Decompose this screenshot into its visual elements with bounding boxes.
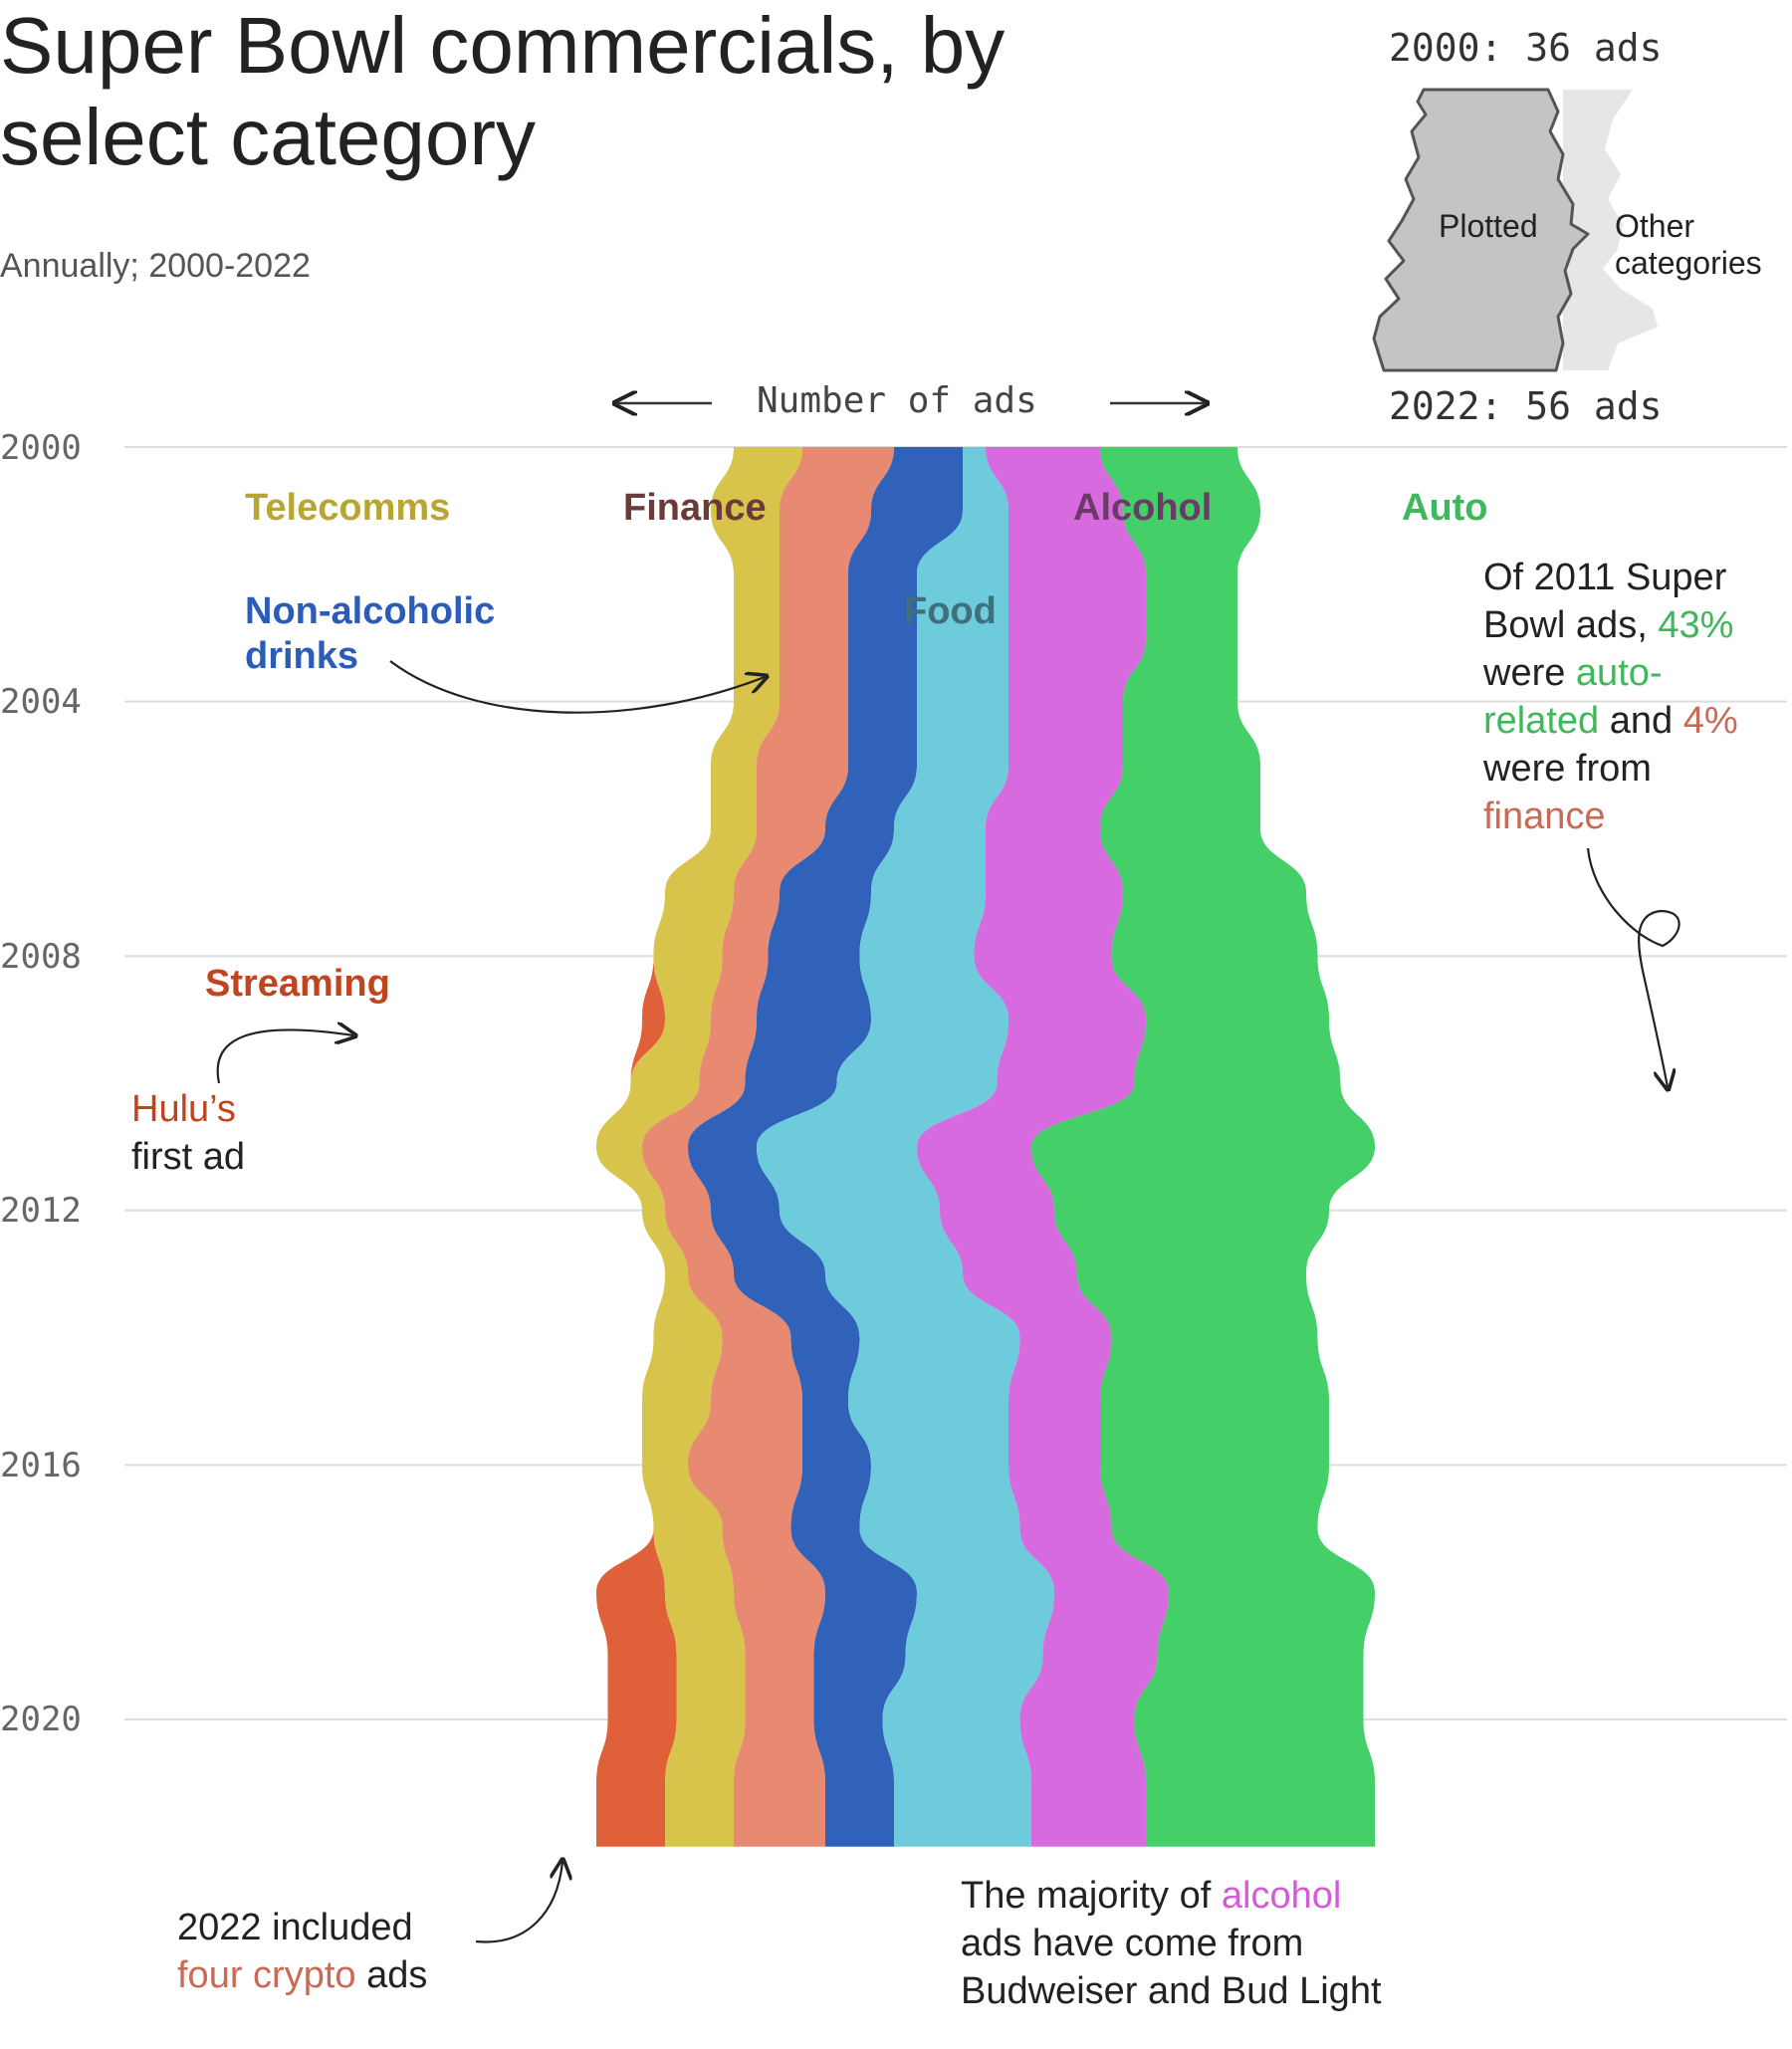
- auto-note: Of 2011 Super Bowl ads, 43% were auto- r…: [1483, 554, 1738, 840]
- stream-layer-food: [757, 447, 1054, 1847]
- y-tick-label: 2016: [0, 1446, 82, 1485]
- stream-layer-alcohol: [917, 447, 1169, 1847]
- chart-subtitle: Annually; 2000-2022: [0, 247, 311, 285]
- alcohol-label: Alcohol: [1073, 487, 1213, 529]
- hulu-note-line2: first ad: [131, 1136, 246, 1178]
- chart-title: Super Bowl commercials, by select catego…: [0, 1, 1006, 181]
- alcohol-note-text: The majority of: [961, 1875, 1222, 1917]
- alcohol-note-line: The majority of alcohol: [961, 1872, 1382, 1920]
- crypto-note-line: 2022 included: [177, 1907, 413, 1948]
- legend-other-shape: [1414, 90, 1658, 370]
- finance-label: Finance: [623, 487, 767, 529]
- nonalc-label: Non-alcoholic: [245, 590, 496, 632]
- crypto-note: 2022 included four crypto ads: [177, 1904, 427, 1999]
- auto-note-line: Of 2011 Super: [1483, 557, 1727, 598]
- auto-note-highlight: auto-: [1575, 652, 1663, 694]
- stream-layers: [596, 447, 1375, 1847]
- hulu-arrow-icon: [216, 1029, 353, 1084]
- y-tick-label: 2020: [0, 1700, 82, 1739]
- alcohol-note-line: Budweiser and Bud Light: [961, 1970, 1382, 2012]
- y-tick-label: 2004: [0, 682, 82, 722]
- x-axis-label: Number of ads: [757, 380, 1037, 421]
- telecomms-label: Telecomms: [245, 487, 451, 529]
- streaming-label: Streaming: [205, 963, 390, 1005]
- auto-note-highlight: 4%: [1682, 700, 1738, 742]
- auto-note-text: Bowl ads,: [1483, 604, 1659, 646]
- stream-layer-telecomms: [596, 447, 802, 1847]
- crypto-note-line: four crypto ads: [177, 1951, 427, 1999]
- food-label: Food: [904, 590, 997, 632]
- auto-note-line: were from: [1483, 748, 1652, 790]
- y-tick-label: 2008: [0, 937, 82, 977]
- auto-note-text: and: [1599, 700, 1683, 742]
- stream-layer-finance: [642, 447, 894, 1847]
- legend-plotted-label: Plotted: [1439, 208, 1538, 244]
- alcohol-note-highlight: alcohol: [1221, 1875, 1342, 1917]
- y-tick-label: 2000: [0, 428, 82, 468]
- auto-note-line: Bowl ads, 43%: [1483, 601, 1738, 649]
- hulu-note-line1: Hulu’s: [131, 1088, 236, 1130]
- crypto-note-text: ads: [355, 1954, 428, 1996]
- auto-label: Auto: [1402, 487, 1488, 529]
- nonalc-label: drinks: [245, 635, 359, 677]
- stream-layer-nonalc: [688, 447, 963, 1847]
- auto-note-line: finance: [1483, 796, 1606, 837]
- crypto-arrow-icon: [475, 1862, 562, 1943]
- alcohol-note-line: ads have come from: [961, 1923, 1304, 1964]
- auto-note-line: were auto-: [1483, 649, 1738, 697]
- stream-layer-auto: [1031, 447, 1375, 1847]
- legend-bottom-label: 2022: 56 ads: [1389, 384, 1663, 428]
- legend-other-label: categories: [1615, 245, 1762, 281]
- auto-note-line: related and 4%: [1483, 697, 1738, 745]
- nonalc-arrow-icon: [389, 660, 765, 714]
- auto-note-arrow-icon: [1586, 847, 1680, 1087]
- legend-top-label: 2000: 36 ads: [1389, 26, 1663, 70]
- alcohol-note: The majority of alcohol ads have come fr…: [961, 1872, 1382, 2015]
- auto-note-text: were: [1483, 652, 1576, 694]
- stream-layer-streaming: [596, 447, 734, 1847]
- auto-note-highlight: 43%: [1658, 604, 1734, 646]
- legend-plotted-shape: [1372, 88, 1590, 372]
- crypto-note-highlight: four crypto: [177, 1954, 356, 1996]
- legend-other-label: Other: [1615, 208, 1695, 244]
- auto-note-highlight: related: [1483, 700, 1600, 742]
- y-tick-label: 2012: [0, 1191, 82, 1231]
